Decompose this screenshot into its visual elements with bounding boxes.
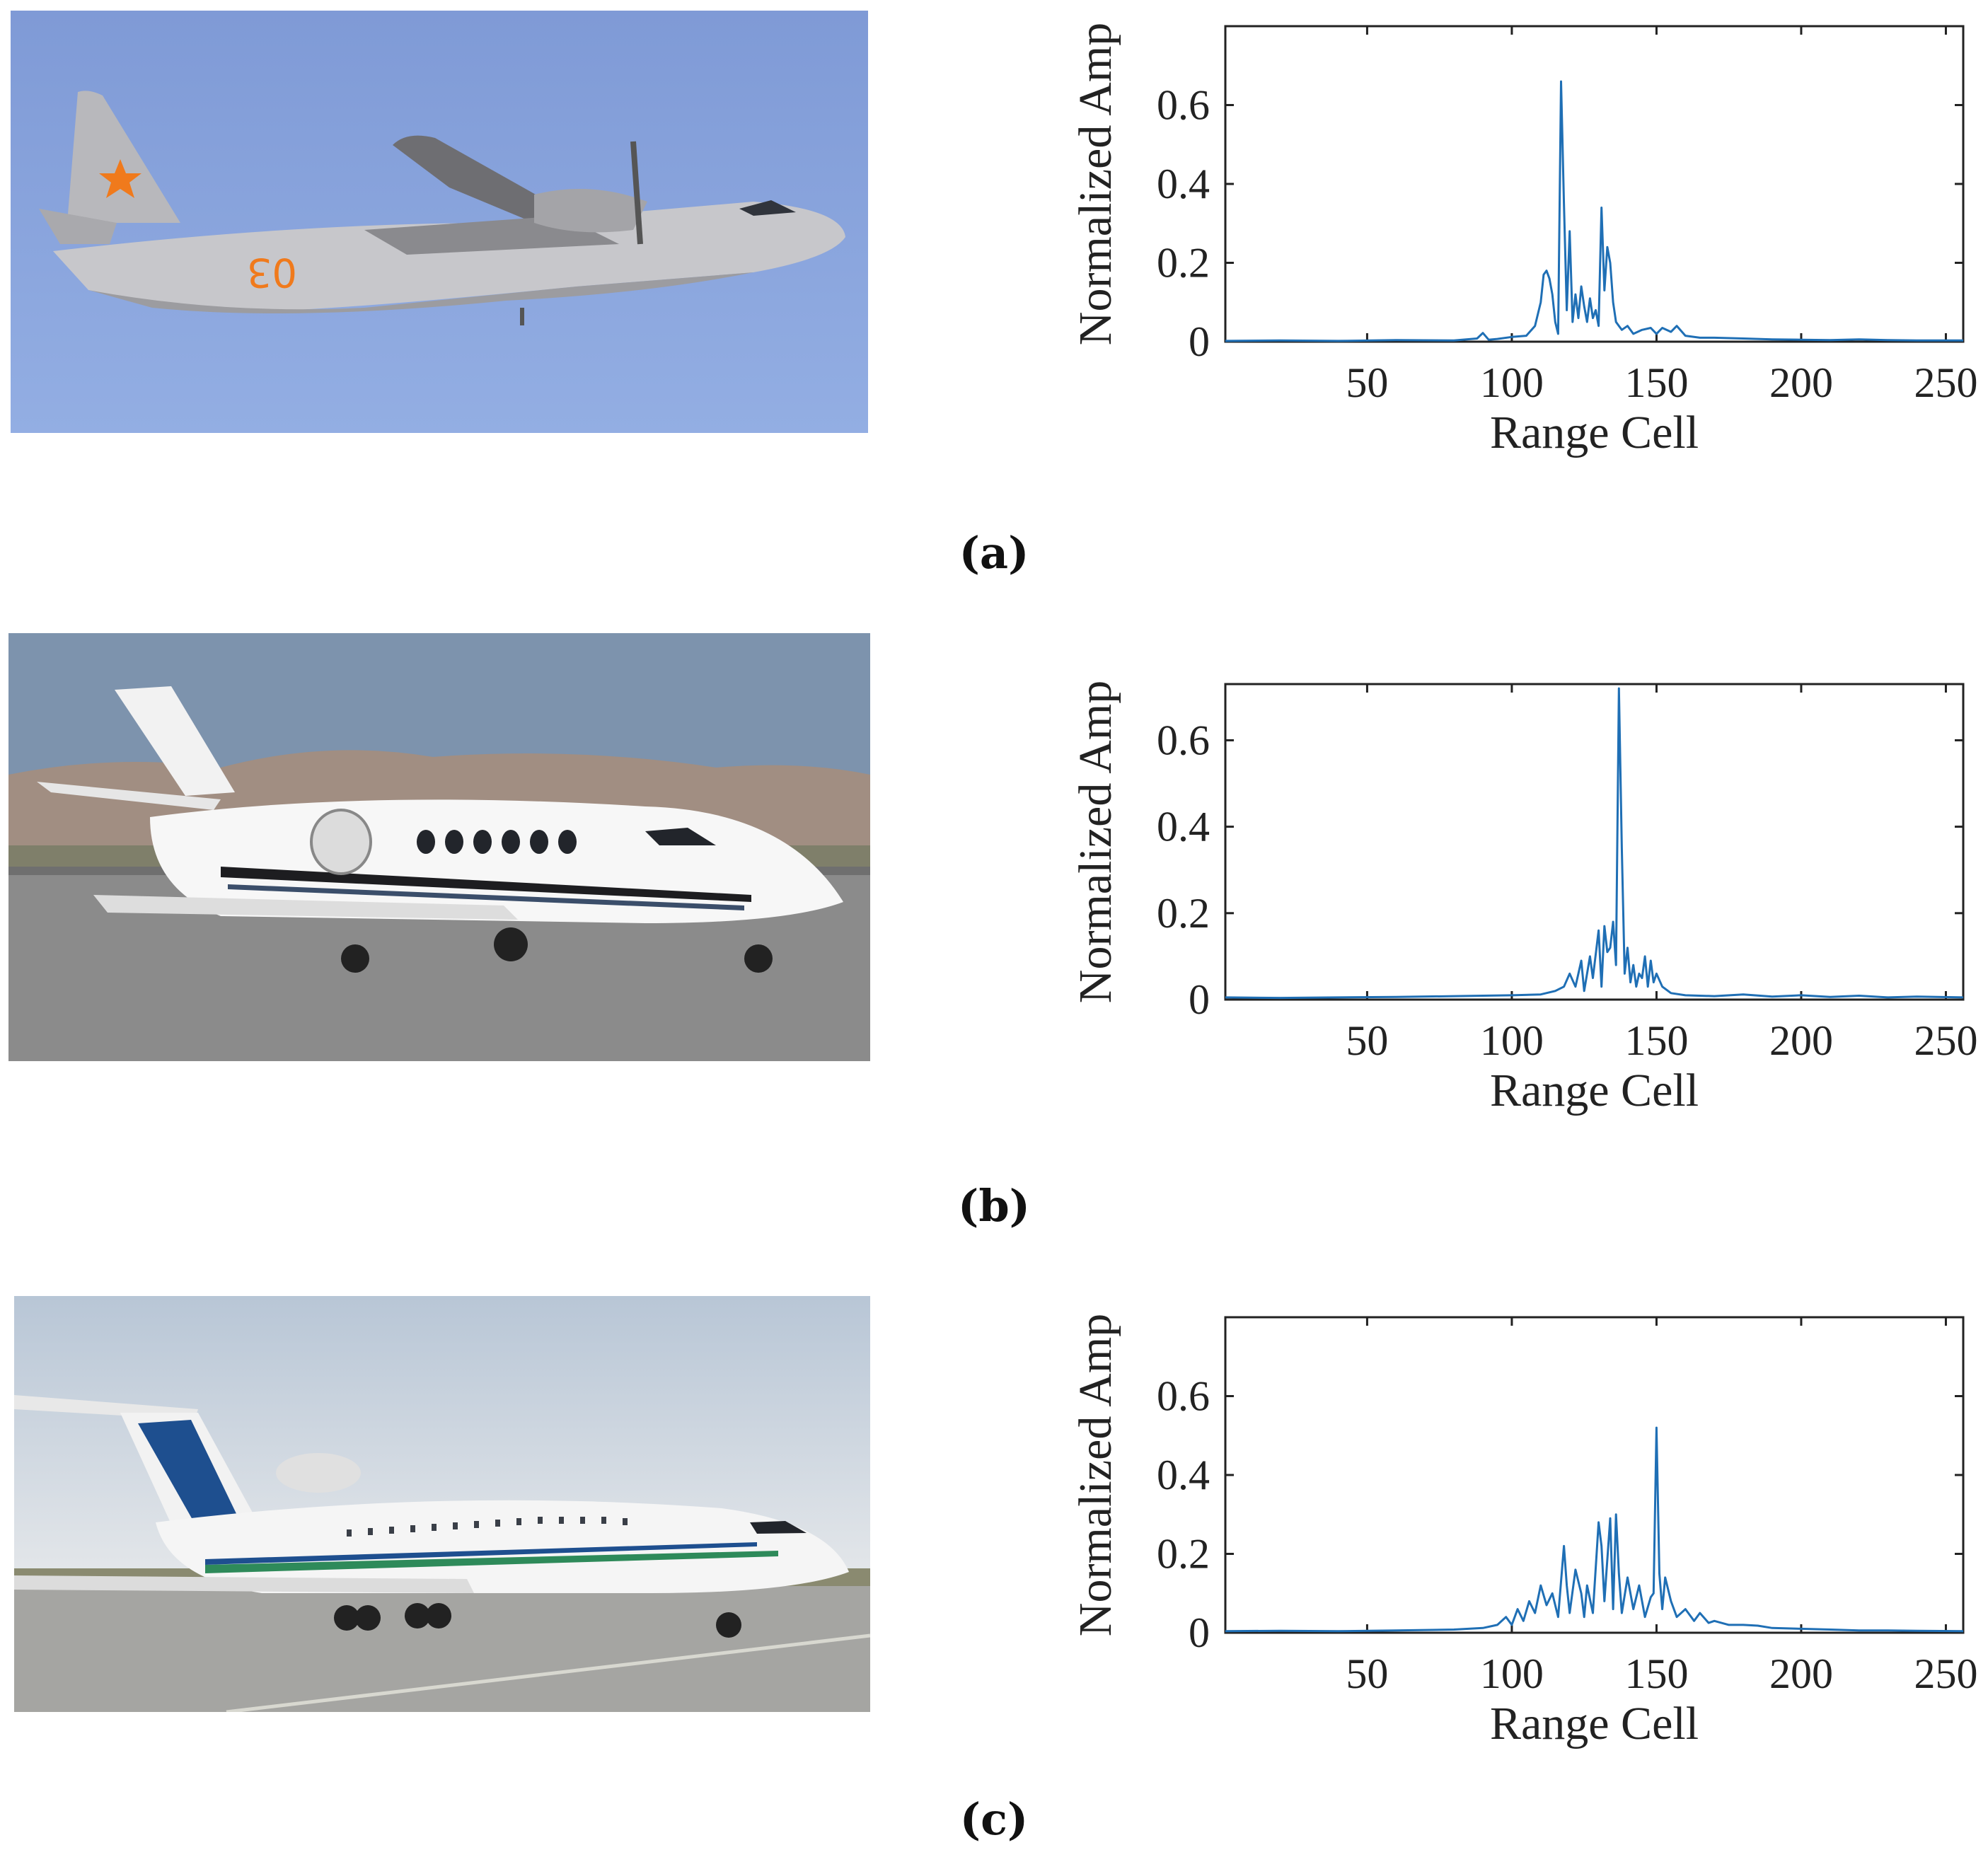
chart-b: 50 100 150 200 250 0 0.2 0.4 0.6 Range Cell Normal… (1061, 669, 1988, 1139)
x-tick-label: 200 (1769, 1017, 1833, 1064)
y-tick-label: 0.2 (1157, 1531, 1210, 1578)
x-tick-label: 250 (1914, 359, 1977, 406)
y-tick-label: 0 (1189, 318, 1210, 365)
x-tick-label: 250 (1914, 1650, 1977, 1697)
x-tick-label: 100 (1480, 359, 1544, 406)
chart-c-svg: 50 100 150 200 250 0 0.2 0.4 0.6 Range Cell Normal… (1070, 1314, 1977, 1749)
x-tick-label: 50 (1346, 1650, 1388, 1697)
y-tick-label: 0.2 (1157, 890, 1210, 937)
x-tick-label: 100 (1480, 1017, 1544, 1064)
y-tick-label: 0.4 (1157, 804, 1210, 850)
photo-passenger-airliner (14, 1296, 870, 1712)
svg-text:03: 03 (247, 249, 297, 295)
chart-c: 50 100 150 200 250 0 0.2 0.4 0.6 Range Cell Normal… (1061, 1302, 1988, 1772)
y-tick-label: 0.2 (1157, 240, 1210, 287)
y-tick-label: 0.6 (1157, 1373, 1210, 1420)
y-axis-label: Normalized Amp (1070, 1314, 1121, 1636)
chart-a-svg: 50 100 150 200 250 0 0.2 0.4 0.6 Range Cell Normal… (1070, 23, 1977, 458)
y-tick-label: 0 (1189, 976, 1210, 1023)
panel-label-c: (c) (959, 1793, 1029, 1845)
y-axis-label: Normalized Amp (1070, 23, 1121, 345)
x-tick-label: 150 (1624, 359, 1688, 406)
y-tick-label: 0.6 (1157, 82, 1210, 129)
x-tick-label: 200 (1769, 359, 1833, 406)
plot-frame (1224, 683, 1965, 1001)
chart-b-svg: 50 100 150 200 250 0 0.2 0.4 0.6 Range Cell Normal… (1070, 681, 1977, 1116)
plot-frame (1224, 25, 1965, 343)
hrrp-series-line (1225, 80, 1963, 342)
x-tick-label: 50 (1346, 359, 1388, 406)
x-axis-label: Range Cell (1490, 1065, 1699, 1116)
x-tick-label: 200 (1769, 1650, 1833, 1697)
panel-label-a: (a) (959, 527, 1029, 579)
photo-business-jet (8, 633, 870, 1061)
hrrp-series-line (1225, 687, 1964, 1000)
x-tick-label: 250 (1914, 1017, 1977, 1064)
hrrp-series-line (1225, 1426, 1964, 1633)
y-tick-label: 0.4 (1157, 161, 1210, 207)
y-axis-label: Normalized Amp (1070, 681, 1121, 1003)
x-tick-label: 150 (1624, 1017, 1688, 1064)
x-axis-label: Range Cell (1490, 407, 1699, 458)
x-axis-label: Range Cell (1490, 1698, 1699, 1749)
panel-label-b: (b) (957, 1180, 1031, 1232)
x-tick-label: 100 (1480, 1650, 1544, 1697)
chart-a: 50 100 150 200 250 0 0.2 0.4 0.6 Range Cell Normal… (1061, 11, 1988, 481)
x-tick-label: 50 (1346, 1017, 1388, 1064)
y-tick-label: 0.6 (1157, 717, 1210, 763)
x-tick-label: 150 (1624, 1650, 1688, 1697)
y-tick-label: 0.4 (1157, 1452, 1210, 1498)
photo-transport-aircraft: 03 (11, 11, 868, 433)
y-tick-label: 0 (1189, 1609, 1210, 1656)
